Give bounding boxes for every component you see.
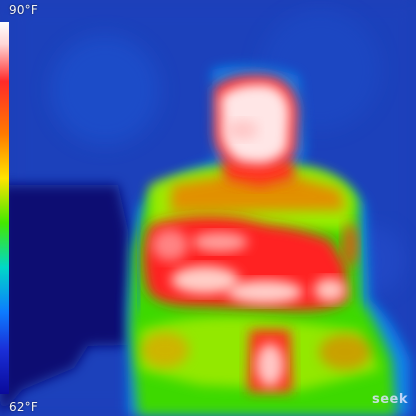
seek-logo: seek <box>371 392 408 407</box>
scale-min-label: 62°F <box>9 400 38 414</box>
temperature-scale-bar <box>0 22 9 394</box>
scale-max-label: 90°F <box>9 3 38 17</box>
